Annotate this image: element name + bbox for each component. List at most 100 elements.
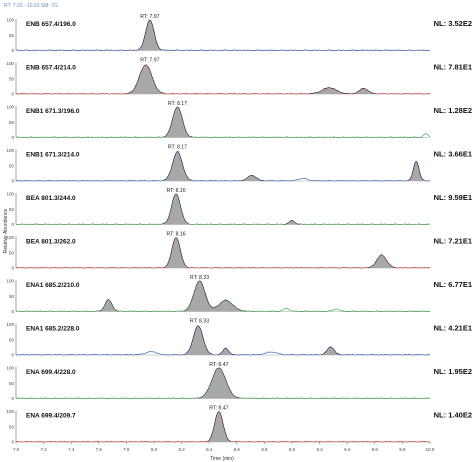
peak-area	[162, 151, 192, 181]
nl-label: NL: 4.21E1	[434, 324, 472, 333]
series-trace	[15, 64, 431, 95]
peak-outline	[163, 237, 189, 268]
peak-outline	[408, 160, 425, 181]
y-tick-label: 100	[6, 61, 14, 66]
x-axis: 7.0 7.2 7.4 7.6 7.8 8.0 8.2 8.4 8.6 8.8 9.0 9.2 9.4 9…	[13, 442, 435, 452]
peak-outline	[205, 293, 246, 312]
chromatogram-panel: 0 50 100 ENA 699.4/209.7 NL: 1.40E2 RT: 8.47	[6, 406, 472, 445]
y-axis-title: Relative Abundance	[3, 209, 9, 254]
nl-label: NL: 7.21E1	[434, 237, 472, 246]
x-tick-label: 9.4	[344, 447, 351, 452]
nl-label: NL: 9.59E1	[434, 193, 472, 202]
peak-area	[351, 88, 377, 94]
nl-label: NL: 1.40E2	[434, 411, 472, 420]
x-tick-label: 9.6	[372, 447, 379, 452]
y-tick-label: 50	[9, 120, 15, 125]
nl-label: NL: 7.81E1	[434, 63, 472, 72]
panel-label: ENB 657.4/196.0	[26, 21, 76, 28]
chromatogram-panel: 0 50 100 BEA 801.3/244.0 NL: 9.59E1 RT: 8.16	[6, 188, 472, 227]
nl-label: NL: 6.77E1	[434, 280, 472, 289]
panel-label: ENB1 671.3/214.0	[26, 152, 80, 159]
y-tick-label: 100	[6, 322, 14, 327]
x-tick-label: 10.0	[426, 447, 435, 452]
panel-label: ENA 699.4/228.0	[26, 369, 76, 376]
y-tick-label: 50	[9, 207, 15, 212]
panel-label: ENA1 685.2/228.0	[26, 326, 80, 333]
peak-area	[205, 293, 247, 312]
y-tick-label: 100	[6, 148, 14, 153]
chromatogram-panel: 0 50 100 ENB1 671.3/214.0 NL: 3.66E1 RT: 8.17	[6, 145, 472, 184]
rt-label: RT: 8.16	[166, 232, 185, 238]
peak-outline	[207, 411, 232, 442]
x-tick-label: 7.2	[40, 447, 47, 452]
x-tick-label: 7.8	[123, 447, 130, 452]
series-trace	[15, 106, 431, 138]
x-tick-label: 7.6	[96, 447, 103, 452]
header-text: RT: 7.00 - 10.02 SM: 7G	[4, 3, 58, 9]
chromatogram-panel: 0 50 100 ENB1 671.3/196.0 NL: 1.28E2 RT: 8.17	[6, 101, 472, 140]
y-tick-label: 0	[11, 440, 14, 445]
x-tick-label: 7.0	[13, 447, 20, 452]
rt-label: RT: 8.47	[209, 406, 228, 412]
nl-label: NL: 1.28E2	[434, 106, 472, 115]
x-tick-label: 8.8	[261, 447, 268, 452]
y-tick-label: 50	[9, 381, 15, 386]
chromatogram-panel: 0 50 100 ENA 699.4/228.0 NL: 1.95E2 RT: 8.47	[6, 362, 472, 401]
x-tick-label: 8.6	[234, 447, 241, 452]
y-tick-label: 50	[9, 76, 15, 81]
y-tick-label: 0	[11, 353, 14, 358]
chromatogram-panel: 0 50 100 ENA1 685.2/228.0 NL: 4.21E1 RT: 8.33	[6, 319, 472, 358]
x-tick-label: 7.4	[68, 447, 75, 452]
peak-area	[162, 107, 192, 138]
peak-area	[183, 325, 213, 355]
peak-outline	[284, 220, 300, 225]
peak-area	[98, 299, 119, 312]
peak-outline	[320, 346, 341, 356]
rt-label: RT: 8.17	[168, 101, 187, 107]
rt-label: RT: 8.16	[166, 188, 185, 194]
x-axis-title: Time (min)	[210, 456, 234, 462]
series-trace	[15, 19, 431, 51]
peak-area	[407, 161, 425, 181]
peak-area	[239, 175, 265, 181]
peak-outline	[217, 347, 234, 356]
rt-label: RT: 8.33	[190, 319, 209, 325]
y-tick-label: 0	[11, 135, 14, 140]
rt-label: RT: 7.97	[140, 14, 159, 20]
chromatogram-panel: 0 50 100 ENA1 685.2/210.0 NL: 6.77E1 RT: 8.33	[6, 275, 472, 314]
peak-outline	[163, 106, 192, 138]
panel-label: BEA 801.3/244.0	[26, 195, 76, 202]
x-tick-label: 9.2	[316, 447, 323, 452]
y-tick-label: 50	[9, 337, 15, 342]
peak-outline	[127, 64, 164, 94]
rt-label: RT: 8.47	[209, 362, 228, 368]
chromatogram-panel: 0 50 100 ENB 657.4/214.0 NL: 7.81E1 RT: 7.97	[6, 58, 472, 97]
peak-area	[127, 64, 165, 94]
peak-area	[308, 87, 350, 94]
x-tick-label: 9.0	[289, 447, 296, 452]
y-tick-label: 100	[6, 105, 14, 110]
chromatogram-panel: 0 50 100 ENB 657.4/196.0 NL: 3.52E2 RT: 7.97	[6, 14, 472, 53]
peak-area	[162, 194, 190, 225]
peak-area	[198, 368, 240, 399]
peak-outline	[98, 299, 119, 312]
rt-label: RT: 7.97	[140, 58, 159, 64]
panel-label: ENA1 685.2/210.0	[26, 282, 80, 289]
panel-label: ENA 699.4/209.7	[26, 413, 76, 420]
y-tick-label: 0	[11, 179, 14, 184]
series-trace	[15, 237, 431, 269]
peak-area	[163, 237, 189, 268]
y-tick-label: 0	[11, 396, 14, 401]
y-tick-label: 100	[6, 235, 14, 240]
y-tick-label: 100	[6, 279, 14, 284]
y-tick-label: 100	[6, 366, 14, 371]
peak-outline	[163, 151, 192, 181]
x-tick-label: 9.8	[399, 447, 406, 452]
peak-outline	[239, 175, 265, 182]
y-tick-label: 50	[9, 33, 15, 38]
nl-label: NL: 1.95E2	[434, 367, 472, 376]
y-tick-label: 0	[11, 309, 14, 314]
y-tick-label: 50	[9, 424, 15, 429]
y-tick-label: 50	[9, 294, 15, 299]
nl-label: NL: 3.52E2	[434, 19, 472, 28]
